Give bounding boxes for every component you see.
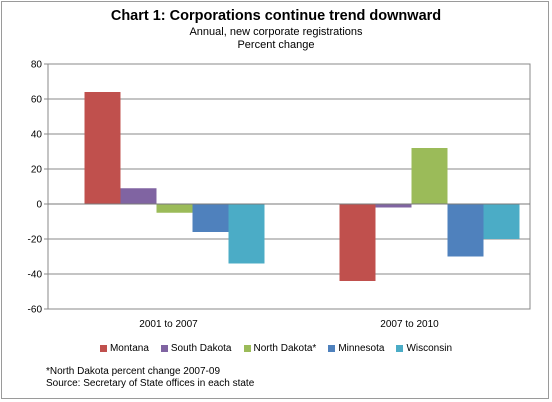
- y-tick-label: 0: [36, 200, 42, 211]
- legend-swatch: [160, 345, 168, 352]
- legend-item-north-dakota: North Dakota*: [243, 343, 317, 354]
- x-category-label: 2007 to 2010: [380, 319, 439, 330]
- legend-swatch: [396, 345, 404, 352]
- chart-subtitle-2: Percent change: [237, 39, 315, 51]
- y-tick-label: 20: [31, 165, 43, 176]
- legend-item-minnesota: Minnesota: [328, 343, 384, 354]
- legend-swatch: [328, 345, 336, 352]
- bar-south-dakota-2: [375, 204, 412, 208]
- bar-montana-2: [339, 204, 376, 281]
- legend: Montana South Dakota North Dakota* Minne…: [0, 343, 552, 354]
- y-tick-label: 60: [31, 95, 43, 106]
- y-tick-label: -60: [28, 305, 43, 316]
- bar-north-dakota-2: [411, 148, 448, 204]
- bar-minnesota-1: [192, 204, 229, 232]
- legend-label: Minnesota: [338, 343, 385, 354]
- y-tick-label: 80: [31, 60, 43, 71]
- chart-subtitle-1: Annual, new corporate registrations: [189, 26, 363, 38]
- footnote: *North Dakota percent change 2007-09: [46, 366, 221, 377]
- legend-swatch: [99, 345, 107, 352]
- bar-montana-1: [84, 92, 121, 204]
- legend-item-south-dakota: South Dakota: [160, 343, 232, 354]
- legend-label: North Dakota*: [253, 343, 317, 354]
- legend-label: Wisconsin: [406, 343, 453, 354]
- plot-area: [47, 63, 531, 310]
- x-category-label: 2001 to 2007: [139, 319, 198, 330]
- bar-north-dakota-1: [156, 204, 193, 213]
- legend-swatch: [243, 345, 251, 352]
- bar-south-dakota-1: [120, 188, 157, 204]
- legend-item-wisconsin: Wisconsin: [396, 343, 452, 354]
- y-tick-label: 40: [31, 130, 43, 141]
- legend-label: Montana: [109, 343, 149, 354]
- bar-wisconsin-2: [483, 204, 520, 239]
- bar-minnesota-2: [447, 204, 484, 257]
- y-tick-label: -40: [28, 270, 43, 281]
- source-note: Source: Secretary of State offices in ea…: [46, 378, 255, 389]
- legend-item-montana: Montana: [99, 343, 149, 354]
- bar-wisconsin-1: [228, 204, 265, 264]
- legend-label: South Dakota: [170, 343, 232, 354]
- y-tick-label: -20: [28, 235, 43, 246]
- chart-title: Chart 1: Corporations continue trend dow…: [110, 8, 442, 24]
